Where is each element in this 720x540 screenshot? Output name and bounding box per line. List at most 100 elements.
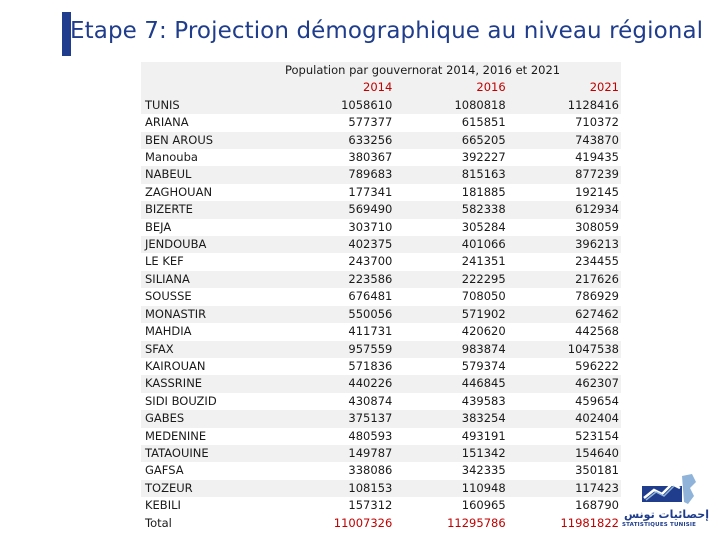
page-title: Etape 7: Projection démographique au niv… — [70, 18, 704, 44]
governorate-name: BEN AROUS — [141, 131, 281, 150]
population-2016: 446845 — [394, 375, 508, 393]
population-table: Population par gouvernorat 2014, 2016 et… — [141, 62, 621, 532]
governorate-name: ARIANA — [145, 115, 189, 130]
table-row: BEN AROUS 633256 665205 743870 — [141, 131, 621, 150]
population-2014: 957559 — [281, 340, 395, 358]
population-2014: 569490 — [281, 201, 395, 219]
population-2021: 1128416 — [507, 96, 621, 115]
governorate-name: KEBILI — [145, 498, 181, 513]
governorate-name: SOUSSE — [145, 289, 192, 304]
table-row: JENDOUBA 402375 401066 396213 — [141, 236, 621, 254]
population-2014: 1058610 — [281, 96, 395, 115]
total-2016: 11295786 — [447, 515, 506, 530]
population-2016: 383254 — [394, 410, 508, 428]
governorate-name: GABES — [141, 410, 281, 428]
population-2014: 243700 — [348, 254, 393, 269]
population-2016: 401066 — [394, 236, 508, 254]
population-2016: 181885 — [461, 184, 506, 199]
population-table-container: Population par gouvernorat 2014, 2016 et… — [141, 62, 621, 532]
population-2016: 110948 — [394, 479, 508, 498]
governorate-name: GAFSA — [145, 463, 184, 478]
table-row: NABEUL 789683 815163 877239 — [141, 166, 621, 184]
population-2014: 577377 — [348, 115, 393, 130]
table-row: SOUSSE 676481 708050 786929 — [141, 288, 621, 305]
table-row: ARIANA 577377 615851 710372 — [141, 114, 621, 131]
table-header-row: 2014 2016 2021 — [141, 79, 621, 97]
population-2021: 419435 — [575, 150, 619, 165]
population-2021: 877239 — [507, 166, 621, 184]
table-row: MEDENINE 480593 493191 523154 — [141, 428, 621, 445]
total-label: Total — [145, 515, 172, 530]
population-2016: 222295 — [394, 270, 508, 289]
logo-arabic-text: إحصائيات تونس — [624, 508, 710, 521]
population-2014: 375137 — [281, 410, 395, 428]
population-2016: 420620 — [461, 324, 506, 339]
population-2016: 582338 — [394, 201, 508, 219]
population-2014: 380367 — [348, 150, 393, 165]
table-row: ZAGHOUAN 177341 181885 192145 — [141, 184, 621, 201]
governorate-name: KAIROUAN — [145, 358, 206, 373]
population-2016: 708050 — [461, 289, 506, 304]
population-2021: 396213 — [507, 236, 621, 254]
population-2016: 571902 — [394, 305, 508, 324]
population-2016: 392227 — [461, 150, 506, 165]
table-row: GABES 375137 383254 402404 — [141, 410, 621, 428]
governorate-name: LE KEF — [145, 254, 184, 269]
table-row: SILIANA 223586 222295 217626 — [141, 270, 621, 289]
table-row: MAHDIA 411731 420620 442568 — [141, 323, 621, 340]
population-2014: 402375 — [281, 236, 395, 254]
population-2016: 151342 — [394, 444, 508, 463]
table-row: GAFSA 338086 342335 350181 — [141, 462, 621, 479]
table-row: MONASTIR 550056 571902 627462 — [141, 305, 621, 324]
table-row: TATAOUINE 149787 151342 154640 — [141, 444, 621, 463]
governorate-name: SIDI BOUZID — [145, 393, 217, 408]
governorate-name: BEJA — [145, 219, 172, 234]
population-2021: 154640 — [507, 444, 621, 463]
table-row: LE KEF 243700 241351 234455 — [141, 253, 621, 270]
population-2014: 338086 — [348, 463, 393, 478]
population-2021: 308059 — [575, 219, 619, 234]
population-2021: 234455 — [575, 254, 619, 269]
population-2021: 117423 — [507, 479, 621, 498]
governorate-name: NABEUL — [141, 166, 281, 184]
population-2021: 442568 — [575, 324, 619, 339]
population-2021: 402404 — [507, 410, 621, 428]
governorate-name: MONASTIR — [141, 305, 281, 324]
table-row: TOZEUR 108153 110948 117423 — [141, 479, 621, 498]
population-2014: 303710 — [348, 219, 393, 234]
title-accent-bar — [62, 12, 71, 56]
governorate-name: SILIANA — [141, 270, 281, 289]
population-2016: 579374 — [461, 358, 506, 373]
population-2021: 612934 — [507, 201, 621, 219]
total-2014: 11007326 — [333, 515, 393, 530]
population-2021: 1047538 — [507, 340, 621, 358]
population-2021: 786929 — [575, 289, 619, 304]
table-row: KASSRINE 440226 446845 462307 — [141, 375, 621, 393]
governorate-name: TOZEUR — [141, 479, 281, 498]
population-2016: 983874 — [394, 340, 508, 358]
population-2014: 676481 — [348, 289, 393, 304]
population-2014: 177341 — [348, 184, 393, 199]
statistiques-tunisie-logo: إحصائيات تونس STATISTIQUES TUNISIE — [618, 472, 710, 534]
table-row: SIDI BOUZID 430874 439583 459654 — [141, 393, 621, 410]
governorate-name: MEDENINE — [145, 428, 207, 443]
population-2021: 710372 — [575, 115, 619, 130]
population-2021: 350181 — [575, 463, 619, 478]
population-2016: 615851 — [461, 115, 506, 130]
table-row: BEJA 303710 305284 308059 — [141, 219, 621, 236]
population-2014: 550056 — [281, 305, 395, 324]
governorate-name: JENDOUBA — [141, 236, 281, 254]
governorate-name: Manouba — [145, 150, 198, 165]
governorate-name: KASSRINE — [141, 375, 281, 393]
population-2014: 430874 — [348, 393, 393, 408]
table-row: Manouba 380367 392227 419435 — [141, 149, 621, 166]
governorate-name: SFAX — [141, 340, 281, 358]
population-2016: 241351 — [461, 254, 506, 269]
governorate-name: TUNIS — [141, 96, 281, 115]
population-2016: 305284 — [461, 219, 506, 234]
population-2014: 440226 — [281, 375, 395, 393]
population-2021: 459654 — [575, 393, 619, 408]
population-2021: 743870 — [507, 131, 621, 150]
header-year-2014: 2014 — [281, 79, 395, 97]
table-row: BIZERTE 569490 582338 612934 — [141, 201, 621, 219]
